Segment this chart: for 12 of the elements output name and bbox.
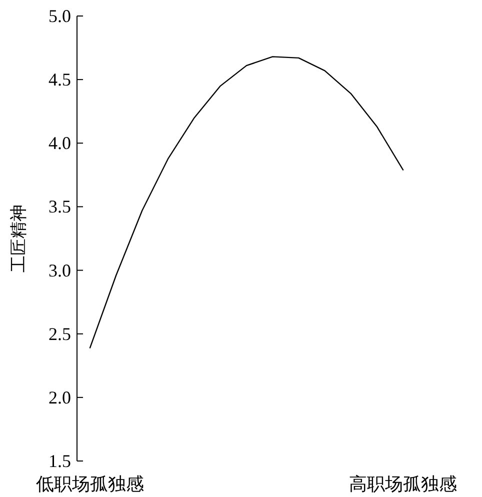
line-series (89, 56, 404, 348)
y-tick-label: 3.0 (48, 260, 71, 280)
y-tick-label: 1.5 (48, 451, 71, 471)
y-tick-label: 4.0 (48, 133, 71, 154)
y-tick-label: 3.5 (48, 196, 71, 217)
y-tick-label: 5.0 (48, 6, 71, 26)
y-tick-label: 4.5 (48, 70, 71, 90)
y-axis-title: 工匠精神 (9, 204, 28, 272)
y-tick-label: 2.0 (48, 387, 71, 408)
x-tick-label: 高职场孤独感 (349, 474, 457, 494)
y-tick-label: 2.5 (48, 324, 71, 344)
x-tick-label: 低职场孤独感 (36, 474, 144, 494)
